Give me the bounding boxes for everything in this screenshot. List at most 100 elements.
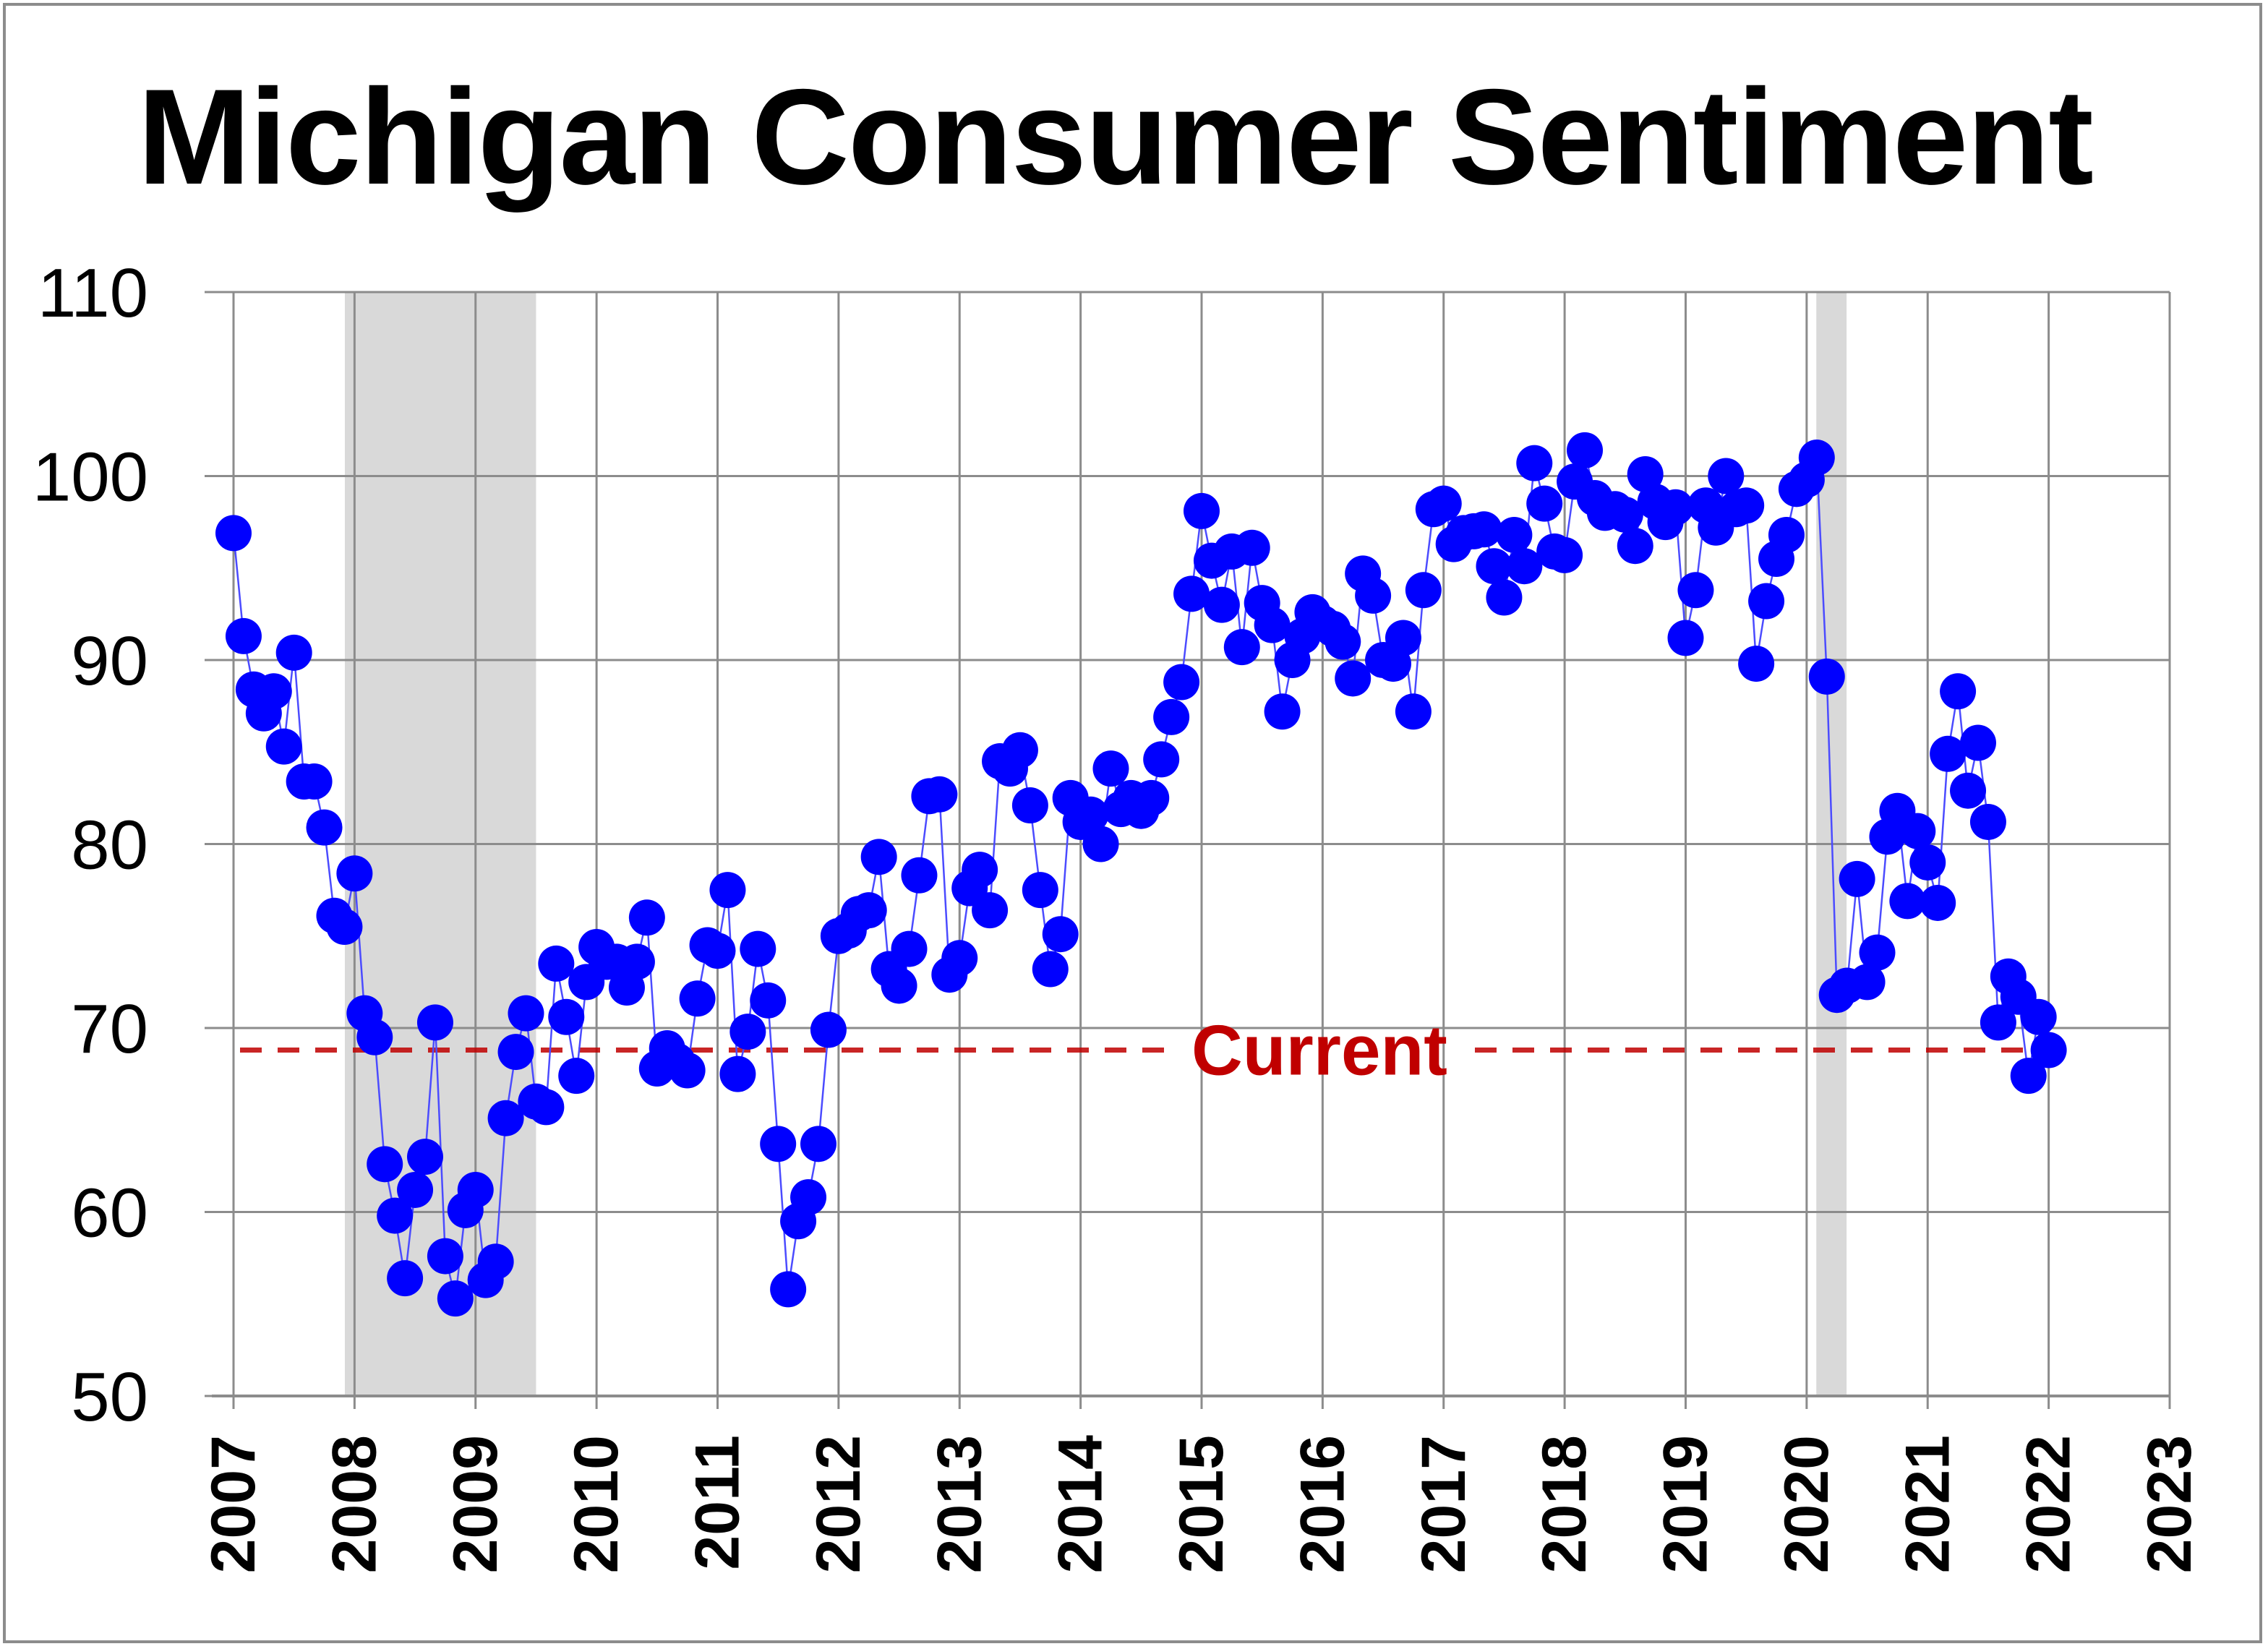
x-tick-label-11: 2018	[1530, 1435, 1599, 1573]
x-tick-label-8: 2015	[1167, 1435, 1236, 1573]
data-point-85	[1072, 796, 1109, 833]
data-point-17	[387, 1260, 424, 1297]
data-point-66	[881, 967, 917, 1004]
data-point-93	[1153, 698, 1190, 735]
series-sentiment	[215, 432, 2067, 1317]
data-point-58	[800, 1126, 836, 1162]
data-point-100	[1223, 629, 1260, 666]
data-point-111	[1335, 660, 1372, 697]
data-point-14	[356, 1019, 393, 1055]
data-point-91	[1133, 779, 1170, 816]
data-point-174	[1969, 803, 2006, 840]
data-point-87	[1092, 750, 1129, 787]
data-point-4	[255, 673, 292, 710]
data-point-24	[457, 1171, 494, 1208]
data-point-94	[1163, 664, 1200, 701]
data-point-32	[538, 945, 575, 982]
y-tick-label-4: 90	[71, 622, 148, 700]
data-point-175	[1980, 1004, 2016, 1041]
data-point-6	[275, 634, 312, 671]
data-point-152	[1748, 583, 1785, 620]
data-point-171	[1940, 673, 1977, 710]
x-tick-label-4: 2011	[683, 1435, 753, 1570]
data-point-98	[1203, 586, 1240, 623]
data-point-134	[1567, 432, 1604, 468]
data-point-48	[699, 933, 736, 969]
data-point-41	[628, 899, 665, 936]
data-point-167	[1899, 813, 1936, 849]
y-tick-label-0: 50	[71, 1358, 148, 1436]
data-point-143	[1657, 489, 1694, 526]
data-point-172	[1950, 772, 1987, 809]
data-point-169	[1920, 884, 1956, 921]
data-point-34	[558, 1058, 595, 1095]
data-point-180	[2030, 1032, 2067, 1068]
data-point-125	[1476, 548, 1512, 585]
data-point-120	[1425, 485, 1462, 522]
current-label: Current	[1191, 1011, 1447, 1090]
data-point-67	[891, 930, 928, 967]
data-point-33	[548, 998, 585, 1035]
data-point-117	[1395, 693, 1432, 730]
data-point-68	[901, 857, 938, 894]
data-point-95	[1173, 575, 1210, 612]
y-tick-label-1: 60	[71, 1175, 148, 1252]
data-point-52	[740, 930, 776, 967]
data-point-45	[669, 1052, 706, 1089]
y-tick-label-6: 110	[38, 254, 148, 332]
data-point-158	[1808, 658, 1845, 695]
data-point-130	[1526, 485, 1563, 522]
data-point-129	[1516, 445, 1553, 481]
x-tick-label-0: 2007	[199, 1435, 268, 1573]
data-point-19	[407, 1139, 444, 1175]
x-tick-label-6: 2013	[925, 1435, 994, 1573]
data-point-128	[1506, 548, 1543, 585]
data-point-5	[265, 728, 302, 765]
x-tick-label-16: 2023	[2135, 1435, 2204, 1573]
data-point-53	[750, 982, 787, 1019]
data-point-15	[367, 1146, 403, 1183]
data-point-28	[497, 1034, 534, 1071]
data-point-16	[377, 1197, 414, 1234]
data-point-26	[477, 1243, 514, 1280]
x-tick-label-10: 2017	[1409, 1435, 1479, 1573]
data-point-127	[1496, 516, 1533, 553]
data-point-179	[2020, 998, 2057, 1035]
data-point-154	[1768, 516, 1805, 553]
y-tick-label-5: 100	[33, 439, 148, 516]
data-point-132	[1546, 536, 1583, 573]
x-tick-label-15: 2022	[2014, 1435, 2084, 1573]
data-point-161	[1839, 860, 1875, 897]
data-point-46	[679, 980, 716, 1017]
data-point-9	[306, 809, 343, 846]
data-point-82	[1042, 916, 1079, 953]
data-point-151	[1738, 646, 1775, 682]
tick-labels: 50 60 70 80 90 100 110 2007 2008 2009 2010 2011 2012…	[33, 254, 2204, 1573]
data-point-20	[416, 1004, 453, 1041]
data-point-22	[437, 1280, 474, 1317]
data-point-11	[326, 909, 363, 946]
data-point-148	[1708, 458, 1745, 494]
data-point-63	[850, 892, 887, 929]
data-point-170	[1930, 735, 1967, 772]
data-point-0	[215, 515, 252, 552]
x-tick-label-1: 2008	[320, 1435, 389, 1573]
current-reference: Current	[240, 1011, 2055, 1090]
axes	[205, 291, 2170, 1397]
data-point-51	[729, 1014, 766, 1050]
y-tick-label-3: 80	[71, 807, 148, 884]
data-point-55	[770, 1271, 807, 1308]
data-point-113	[1355, 577, 1392, 614]
data-point-18	[397, 1171, 434, 1208]
data-point-104	[1264, 693, 1301, 730]
data-point-64	[860, 839, 897, 875]
data-point-72	[941, 940, 978, 977]
data-point-178	[2010, 1058, 2047, 1095]
data-point-144	[1667, 620, 1704, 656]
data-point-92	[1143, 741, 1180, 778]
data-point-140	[1627, 455, 1664, 492]
data-point-145	[1677, 572, 1714, 609]
data-point-168	[1909, 844, 1946, 881]
data-point-50	[719, 1055, 756, 1092]
